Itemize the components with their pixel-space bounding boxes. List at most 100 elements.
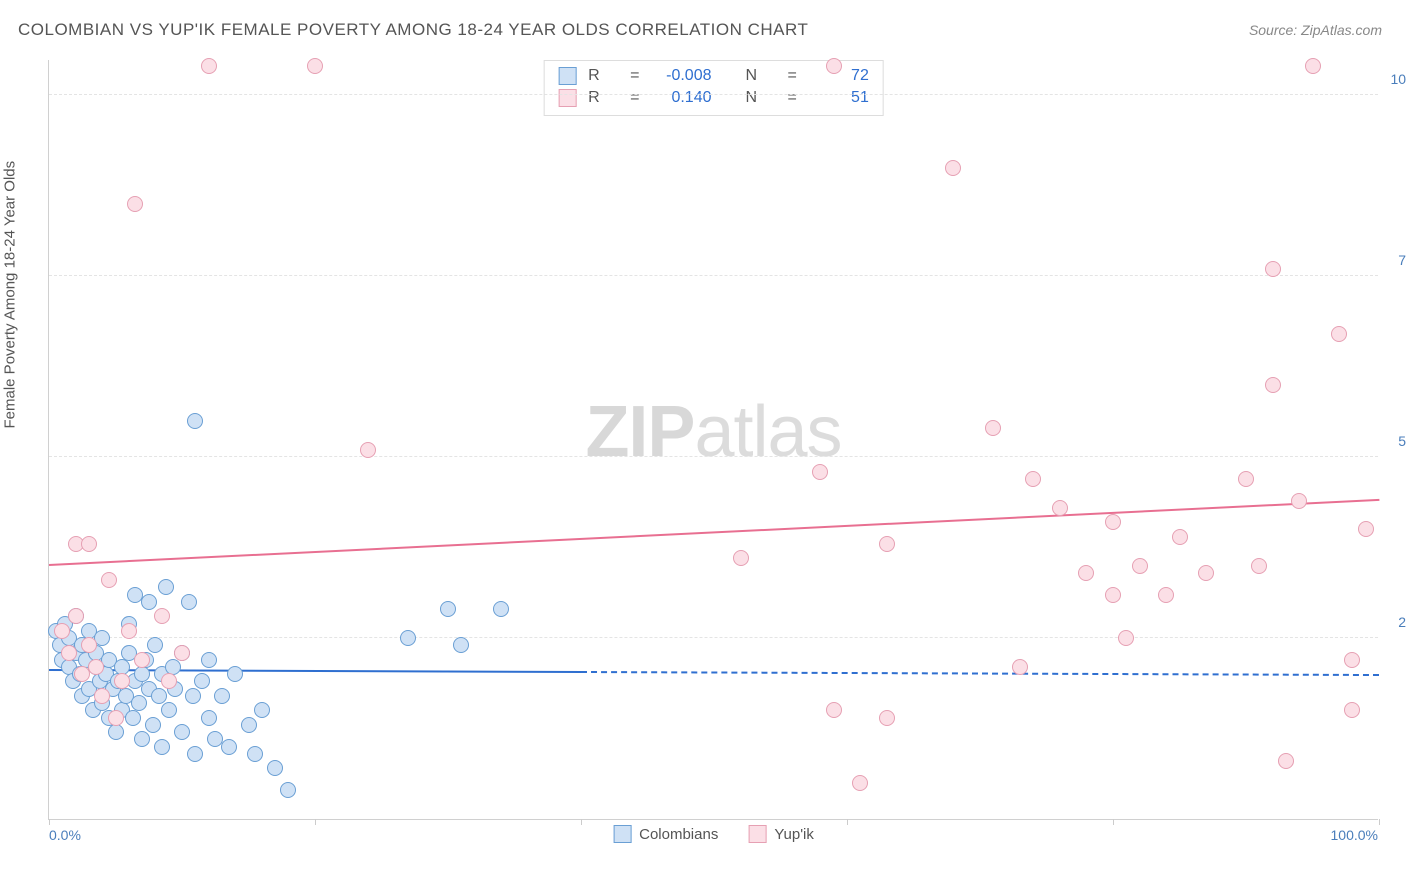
plot-area: ZIPatlas R = -0.008 N = 72 R = 0.140 N = — [48, 60, 1378, 820]
data-point — [247, 746, 263, 762]
data-point — [1118, 630, 1134, 646]
legend-n-label: N — [746, 87, 776, 109]
y-axis-tick-label: 50.0% — [1398, 433, 1406, 449]
data-point — [826, 702, 842, 718]
data-point — [174, 724, 190, 740]
y-axis-tick-label: 25.0% — [1398, 614, 1406, 630]
data-point — [1158, 587, 1174, 603]
data-point — [879, 710, 895, 726]
data-point — [141, 594, 157, 610]
data-point — [121, 623, 137, 639]
data-point — [68, 608, 84, 624]
data-point — [161, 673, 177, 689]
data-point — [81, 536, 97, 552]
data-point — [1358, 521, 1374, 537]
gridline — [49, 94, 1378, 95]
y-axis-title: Female Poverty Among 18-24 Year Olds — [2, 161, 19, 429]
gridline — [49, 637, 1378, 638]
data-point — [187, 413, 203, 429]
data-point — [1305, 58, 1321, 74]
legend-swatch-yupik-icon — [748, 825, 766, 843]
data-point — [108, 724, 124, 740]
legend-label-yupik: Yup'ik — [774, 826, 814, 843]
data-point — [879, 536, 895, 552]
data-point — [181, 594, 197, 610]
legend-swatch-colombians-icon — [613, 825, 631, 843]
legend-eq: = — [788, 65, 797, 87]
data-point — [440, 601, 456, 617]
data-point — [733, 550, 749, 566]
data-point — [1265, 377, 1281, 393]
data-point — [1105, 587, 1121, 603]
legend-r-value-yupik: 0.140 — [652, 87, 712, 109]
data-point — [400, 630, 416, 646]
data-point — [360, 442, 376, 458]
data-point — [88, 659, 104, 675]
x-axis-tick — [315, 819, 316, 825]
data-point — [134, 731, 150, 747]
gridline — [49, 456, 1378, 457]
data-point — [101, 572, 117, 588]
data-point — [1172, 529, 1188, 545]
data-point — [147, 637, 163, 653]
chart-title: COLOMBIAN VS YUP'IK FEMALE POVERTY AMONG… — [18, 20, 808, 40]
data-point — [131, 695, 147, 711]
legend-r-label: R — [588, 65, 618, 87]
data-point — [185, 688, 201, 704]
x-axis-tick — [581, 819, 582, 825]
data-point — [254, 702, 270, 718]
x-axis-tick — [49, 819, 50, 825]
data-point — [227, 666, 243, 682]
x-axis-tick — [847, 819, 848, 825]
source-label: Source: ZipAtlas.com — [1249, 22, 1382, 38]
data-point — [1105, 514, 1121, 530]
x-axis-max-label: 100.0% — [1331, 827, 1378, 843]
data-point — [1012, 659, 1028, 675]
data-point — [945, 160, 961, 176]
data-point — [241, 717, 257, 733]
data-point — [1132, 558, 1148, 574]
data-point — [114, 673, 130, 689]
data-point — [127, 196, 143, 212]
legend-stats-row: R = -0.008 N = 72 — [558, 65, 869, 87]
data-point — [493, 601, 509, 617]
data-point — [453, 637, 469, 653]
legend-eq: = — [630, 65, 639, 87]
data-point — [154, 608, 170, 624]
data-point — [214, 688, 230, 704]
data-point — [1052, 500, 1068, 516]
legend-n-value-yupik: 51 — [809, 87, 869, 109]
data-point — [161, 702, 177, 718]
legend-swatch-yupik-icon — [558, 89, 576, 107]
data-point — [1291, 493, 1307, 509]
trendline-extrapolated — [581, 671, 1379, 676]
watermark-atlas: atlas — [694, 391, 841, 471]
data-point — [1344, 702, 1360, 718]
data-point — [54, 623, 70, 639]
data-point — [125, 710, 141, 726]
data-point — [61, 645, 77, 661]
data-point — [158, 579, 174, 595]
data-point — [221, 739, 237, 755]
legend-eq: = — [630, 87, 639, 109]
legend-series: Colombians Yup'ik — [613, 825, 814, 843]
data-point — [1278, 753, 1294, 769]
data-point — [1198, 565, 1214, 581]
x-axis-tick — [1379, 819, 1380, 825]
data-point — [985, 420, 1001, 436]
gridline — [49, 275, 1378, 276]
x-axis-min-label: 0.0% — [49, 827, 81, 843]
legend-n-label: N — [746, 65, 776, 87]
data-point — [174, 645, 190, 661]
watermark-zip: ZIP — [585, 391, 694, 471]
data-point — [194, 673, 210, 689]
x-axis-tick — [1113, 819, 1114, 825]
data-point — [145, 717, 161, 733]
data-point — [1344, 652, 1360, 668]
data-point — [187, 746, 203, 762]
data-point — [1251, 558, 1267, 574]
data-point — [201, 58, 217, 74]
legend-item-yupik: Yup'ik — [748, 825, 814, 843]
data-point — [852, 775, 868, 791]
data-point — [1265, 261, 1281, 277]
